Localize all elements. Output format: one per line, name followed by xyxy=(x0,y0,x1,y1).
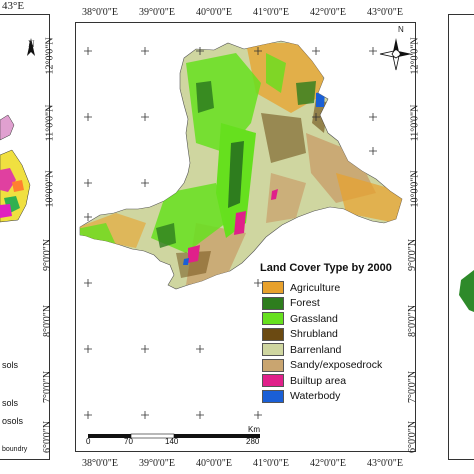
legend-item-waterbody: Waterbody xyxy=(256,389,406,405)
left-legend-fragment-3: osols xyxy=(2,416,24,426)
top-lon-label-38: 38°0'0"E xyxy=(82,7,118,18)
legend-label: Shrubland xyxy=(290,328,338,341)
legend-swatch xyxy=(262,312,284,326)
main-map-frame xyxy=(75,22,416,452)
bottom-lon-label-38: 38°0'0"E xyxy=(82,458,118,469)
legend-item-barrenland: Barrenland xyxy=(256,342,406,358)
legend-item-agriculture: Agriculture xyxy=(256,280,406,296)
legend-item-shrubland: Shrubland xyxy=(256,327,406,343)
bottom-lon-label-43: 43°0'0"E xyxy=(367,458,403,469)
top-lon-label-42: 42°0'0"E xyxy=(310,7,346,18)
legend-label: Sandy/exposedrock xyxy=(290,359,383,372)
legend: Land Cover Type by 2000 Agriculture Fore… xyxy=(256,262,406,404)
bottom-lon-label-40: 40°0'0"E xyxy=(196,458,232,469)
legend-swatch xyxy=(262,327,284,341)
top-lon-label-41: 41°0'0"E xyxy=(253,7,289,18)
scale-label-280: 280 xyxy=(246,437,260,446)
scale-unit: Km xyxy=(248,425,260,434)
legend-swatch xyxy=(262,296,284,310)
land-cover-map xyxy=(79,40,403,419)
left-lat-label-11: 11°0'0"N xyxy=(44,104,56,142)
top-lon-label-40: 40°0'0"E xyxy=(196,7,232,18)
top-lon-label-39: 39°0'0"E xyxy=(139,7,175,18)
left-lat-label-10: 10°0'0"N xyxy=(44,170,56,208)
left-lat-label-8: 8°0'0"N xyxy=(42,304,54,338)
legend-item-forest: Forest xyxy=(256,296,406,312)
top-lon-label-43: 43°0'0"E xyxy=(367,7,403,18)
left-panel-north-arrow xyxy=(27,38,35,56)
scale-bar xyxy=(88,433,260,439)
scale-label-70: 70 xyxy=(124,437,133,446)
legend-label: Barrenland xyxy=(290,343,342,356)
legend-swatch xyxy=(262,343,284,357)
scale-label-0: 0 xyxy=(86,437,91,446)
left-panel-corner-label: 43°E xyxy=(2,0,25,12)
legend-item-builtup: Builtup area xyxy=(256,373,406,389)
legend-label: Builtup area xyxy=(290,374,347,387)
legend-item-sandy: Sandy/exposedrock xyxy=(256,358,406,374)
left-lat-label-9: 9°0'0"N xyxy=(42,238,54,272)
left-lat-label-7: 7°0'0"N xyxy=(42,370,54,404)
left-legend-fragment-4: boundry xyxy=(2,446,28,453)
legend-swatch xyxy=(262,374,284,388)
bottom-lon-label-42: 42°0'0"E xyxy=(310,458,346,469)
bottom-lon-label-39: 39°0'0"E xyxy=(139,458,175,469)
scale-label-140: 140 xyxy=(165,437,179,446)
legend-label: Forest xyxy=(290,297,320,310)
north-arrow-icon xyxy=(379,38,412,71)
legend-label: Agriculture xyxy=(290,281,341,294)
left-legend-fragment-1: sols xyxy=(2,360,19,370)
left-lat-label-12: 12°0'0"N xyxy=(44,37,56,75)
left-map-frame xyxy=(0,14,50,460)
left-panel-map-fragment xyxy=(0,114,31,223)
legend-swatch xyxy=(262,281,284,295)
bottom-lon-label-41: 41°0'0"E xyxy=(253,458,289,469)
north-arrow-letter: N xyxy=(398,25,404,34)
left-lat-label-6: 6°0'0"N xyxy=(42,420,54,454)
legend-label: Grassland xyxy=(290,312,338,325)
left-legend-fragment-2: sols xyxy=(2,398,19,408)
legend-title: Land Cover Type by 2000 xyxy=(260,262,392,274)
right-panel-map-fragment xyxy=(459,270,474,312)
right-map-frame xyxy=(448,14,474,460)
legend-item-grassland: Grassland xyxy=(256,311,406,327)
legend-swatch xyxy=(262,358,284,372)
left-panel-north-letter: N xyxy=(28,39,35,49)
legend-label: Waterbody xyxy=(290,390,341,403)
legend-swatch xyxy=(262,389,284,403)
